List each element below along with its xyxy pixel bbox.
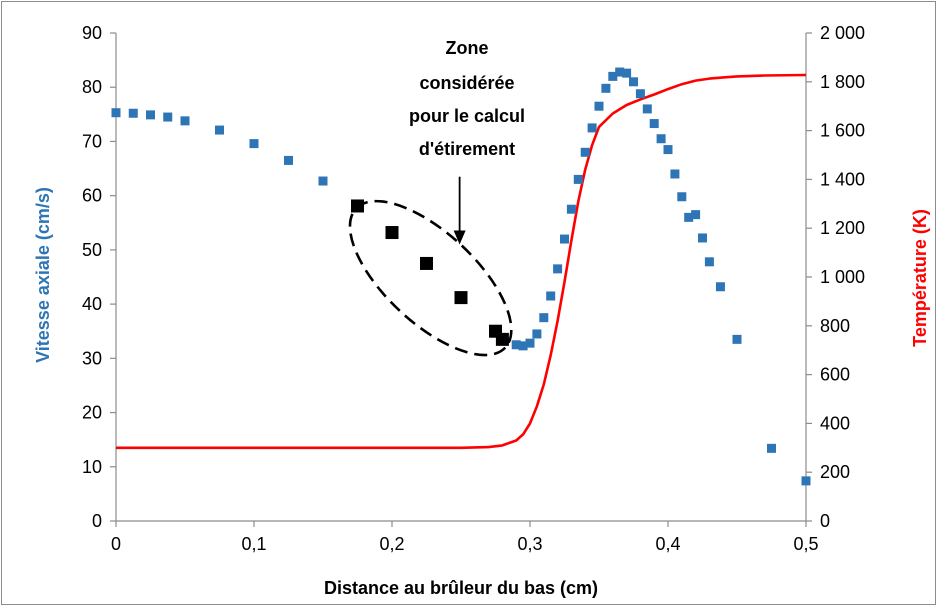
velocity-point bbox=[518, 341, 528, 351]
zone-ellipse bbox=[348, 199, 513, 357]
velocity-point bbox=[767, 443, 776, 453]
y-right-tick-label: 1 000 bbox=[820, 267, 865, 287]
y-left-tick-label: 80 bbox=[82, 77, 102, 97]
x-tick-label: 0 bbox=[111, 534, 121, 554]
velocity-point bbox=[539, 313, 549, 323]
velocity-point bbox=[587, 123, 597, 133]
velocity-point bbox=[608, 71, 618, 81]
y-right-tick-label: 800 bbox=[820, 316, 850, 336]
velocity-point bbox=[215, 125, 224, 135]
velocity-point bbox=[580, 147, 590, 157]
velocity-point bbox=[573, 174, 583, 184]
velocity-point bbox=[601, 83, 611, 93]
velocity-point bbox=[553, 264, 563, 274]
velocity-point bbox=[684, 212, 694, 222]
y-left-tick-label: 20 bbox=[82, 403, 102, 423]
velocity-point bbox=[677, 192, 687, 202]
y-left-tick-label: 60 bbox=[82, 186, 102, 206]
velocity-point bbox=[249, 139, 259, 149]
velocity-point bbox=[635, 89, 645, 99]
x-tick-label: 0,1 bbox=[241, 534, 266, 554]
y-right-tick-label: 600 bbox=[820, 365, 850, 385]
annotation-line-4: d'étirement bbox=[419, 139, 515, 159]
y-right-tick-label: 0 bbox=[820, 511, 830, 531]
y-right-tick-label: 1 600 bbox=[820, 121, 865, 141]
velocity-point bbox=[732, 334, 742, 344]
velocity-point bbox=[642, 104, 652, 114]
velocity-point bbox=[663, 145, 673, 155]
x-axis-title: Distance au brûleur du bas (cm) bbox=[324, 578, 598, 598]
velocity-point bbox=[698, 233, 707, 243]
velocity-point bbox=[560, 234, 569, 244]
y-right-ticks: 0 200 400 600 800 1 000 1 200 1 400 1 600 1 800 2 … bbox=[806, 23, 865, 531]
y-right-axis-title: Température (K) bbox=[910, 209, 930, 347]
x-ticks: 0 0,1 0,2 0,3 0,4 0,5 bbox=[111, 521, 819, 554]
selected-point bbox=[454, 291, 468, 305]
velocity-point bbox=[532, 329, 542, 339]
y-right-tick-label: 1 800 bbox=[820, 72, 865, 92]
velocity-point bbox=[691, 210, 701, 220]
velocity-point bbox=[649, 119, 659, 129]
y-left-axis-title: Vitesse axiale (cm/s) bbox=[33, 187, 53, 363]
selected-point bbox=[385, 226, 399, 240]
velocity-point bbox=[704, 257, 714, 267]
annotation-line-3: pour le calcul bbox=[409, 106, 525, 126]
velocity-point bbox=[670, 169, 680, 179]
selected-point bbox=[495, 332, 509, 346]
annotation-layer: Zone considérée pour le calcul d'étireme… bbox=[348, 38, 525, 357]
velocity-point bbox=[622, 68, 632, 78]
velocity-point bbox=[801, 476, 811, 486]
velocity-point bbox=[128, 108, 138, 118]
velocity-point bbox=[180, 116, 190, 126]
y-left-tick-label: 10 bbox=[82, 457, 102, 477]
velocity-point bbox=[163, 112, 173, 122]
velocity-point bbox=[525, 338, 535, 348]
velocity-point bbox=[615, 67, 625, 77]
selected-point bbox=[420, 256, 433, 270]
temperature-line bbox=[116, 73, 807, 450]
y-left-tick-label: 30 bbox=[82, 348, 102, 368]
y-left-tick-label: 90 bbox=[82, 23, 102, 43]
velocity-point bbox=[656, 134, 666, 144]
annotation-line-1: Zone bbox=[446, 38, 489, 58]
y-left-tick-label: 70 bbox=[82, 131, 102, 151]
y-left-tick-label: 0 bbox=[92, 511, 102, 531]
x-tick-label: 0,5 bbox=[793, 534, 818, 554]
y-right-tick-label: 1 200 bbox=[820, 218, 865, 238]
velocity-point bbox=[629, 77, 638, 87]
x-tick-label: 0,2 bbox=[379, 534, 404, 554]
velocity-point bbox=[111, 108, 121, 118]
x-tick-label: 0,4 bbox=[655, 534, 680, 554]
velocity-point bbox=[566, 204, 576, 214]
velocity-point bbox=[715, 282, 725, 292]
y-left-tick-label: 40 bbox=[82, 294, 102, 314]
x-tick-label: 0,3 bbox=[517, 534, 542, 554]
velocity-point bbox=[594, 101, 604, 111]
y-right-tick-label: 1 400 bbox=[820, 169, 865, 189]
velocity-point bbox=[146, 110, 155, 120]
velocity-point bbox=[511, 340, 521, 350]
zone-arrowhead bbox=[453, 230, 466, 245]
y-left-tick-label: 50 bbox=[82, 240, 102, 260]
series-layer bbox=[111, 67, 811, 486]
y-left-ticks: 0 10 20 30 40 50 60 70 80 90 bbox=[82, 23, 116, 531]
velocity-point bbox=[546, 291, 556, 301]
velocity-point bbox=[318, 176, 328, 186]
y-right-tick-label: 2 000 bbox=[820, 23, 865, 43]
y-right-tick-label: 200 bbox=[820, 462, 850, 482]
velocity-point bbox=[284, 155, 293, 165]
annotation-line-2: considérée bbox=[419, 73, 514, 93]
y-right-tick-label: 400 bbox=[820, 413, 850, 433]
